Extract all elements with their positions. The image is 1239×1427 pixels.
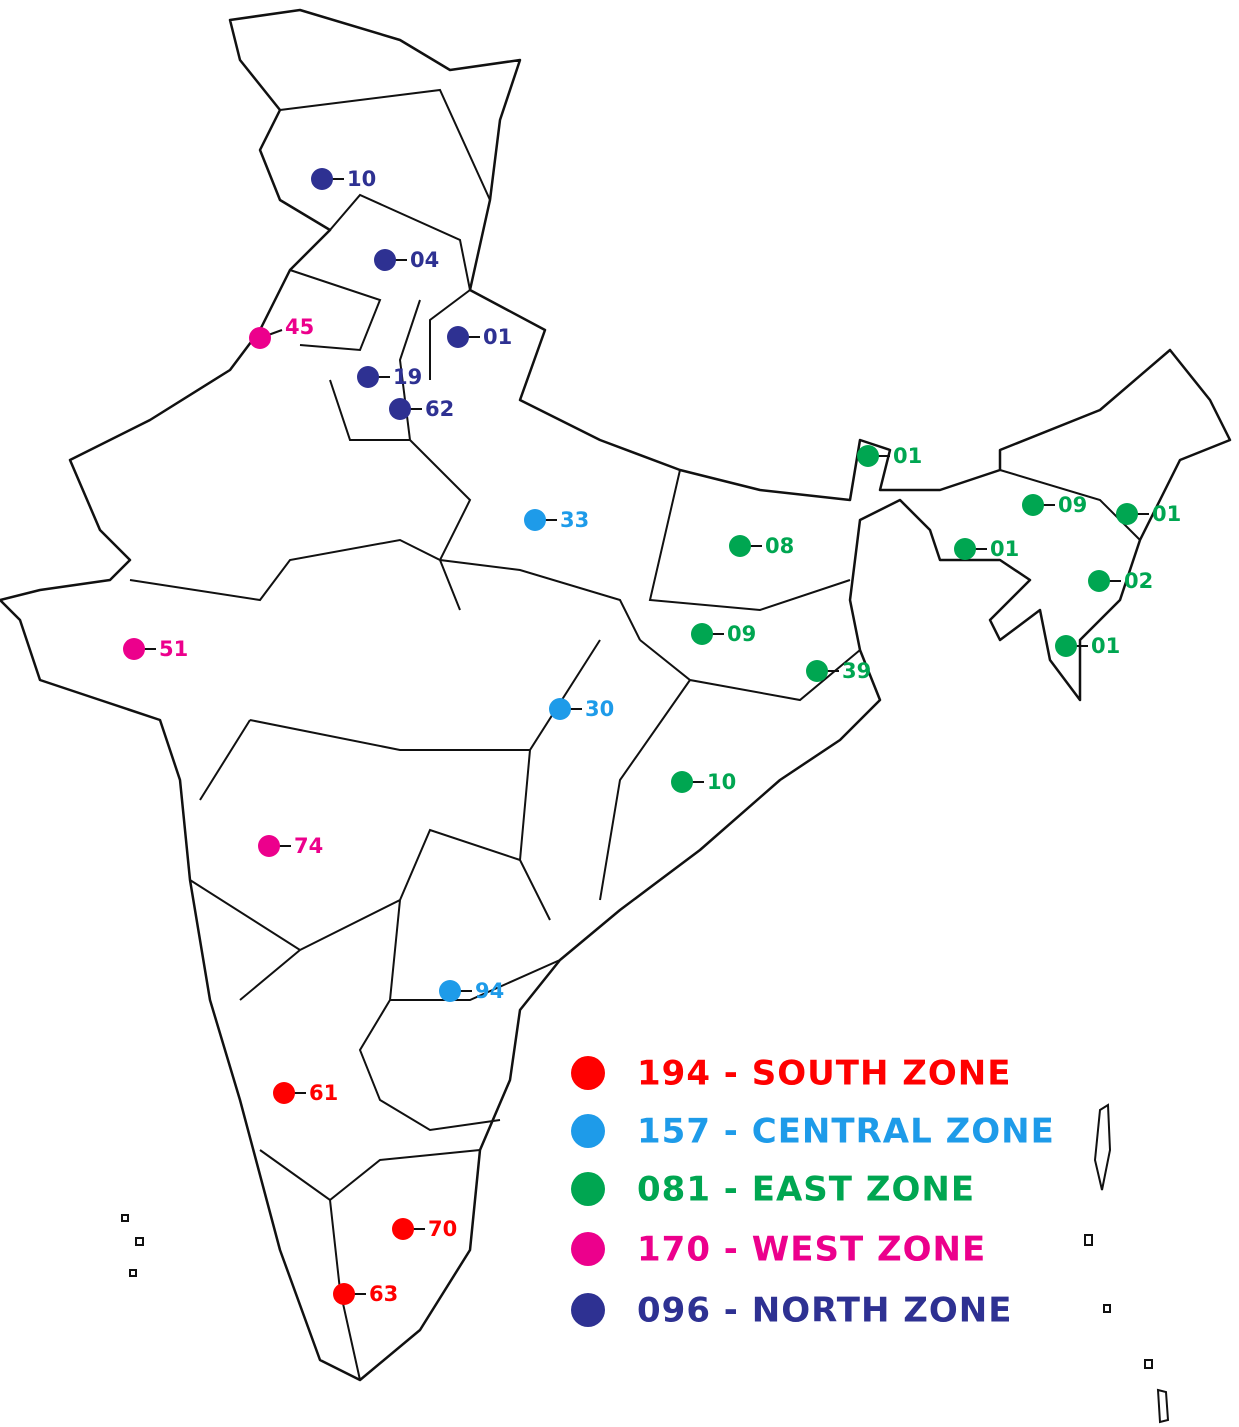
- marker-label: 09: [1058, 493, 1087, 517]
- marker-label: 01: [893, 444, 922, 468]
- marker-dot: [954, 538, 976, 560]
- state-borders: [129, 88, 1141, 1381]
- marker-label: 51: [159, 637, 188, 661]
- legend-dot: [571, 1172, 605, 1206]
- marker-dot: [374, 249, 396, 271]
- marker-label: 08: [765, 534, 794, 558]
- marker-dot: [524, 509, 546, 531]
- marker-label: 39: [842, 659, 871, 683]
- marker-dot: [249, 327, 271, 349]
- marker-label: 63: [369, 1282, 398, 1306]
- marker-label: 33: [560, 508, 589, 532]
- marker-label: 09: [727, 622, 756, 646]
- marker-dot: [447, 326, 469, 348]
- marker-dot: [392, 1218, 414, 1240]
- marker-label: 62: [425, 397, 454, 421]
- legend-label: 081 - EAST ZONE: [637, 1170, 975, 1210]
- marker-dot: [1055, 635, 1077, 657]
- marker-label: 74: [294, 834, 323, 858]
- marker-dot: [389, 398, 411, 420]
- marker-dot: [691, 623, 713, 645]
- marker-label: 94: [475, 979, 504, 1003]
- marker-dot: [671, 771, 693, 793]
- marker-label: 70: [428, 1217, 457, 1241]
- marker-dot: [806, 660, 828, 682]
- legend-dot: [571, 1114, 605, 1148]
- legend-label: 096 - NORTH ZONE: [637, 1291, 1013, 1331]
- marker-dot: [1116, 503, 1138, 525]
- marker-label: 01: [990, 537, 1019, 561]
- marker-dot: [333, 1283, 355, 1305]
- marker-label: 10: [707, 770, 736, 794]
- legend-dot: [571, 1232, 605, 1266]
- marker-label: 01: [1152, 502, 1181, 526]
- marker-dot: [549, 698, 571, 720]
- marker-dot: [357, 366, 379, 388]
- country-outline: [0, 8, 1232, 1382]
- legend-label: 157 - CENTRAL ZONE: [637, 1112, 1055, 1152]
- legend-dot: [571, 1056, 605, 1090]
- marker-label: 61: [309, 1081, 338, 1105]
- legend-dot: [571, 1293, 605, 1327]
- marker-dot: [311, 168, 333, 190]
- marker-dot: [1088, 570, 1110, 592]
- legend-label: 170 - WEST ZONE: [637, 1230, 986, 1270]
- marker-label: 30: [585, 697, 614, 721]
- marker-dot: [273, 1082, 295, 1104]
- marker-dot: [123, 638, 145, 660]
- marker-label: 19: [393, 365, 422, 389]
- marker-label: 01: [483, 325, 512, 349]
- marker-label: 04: [410, 248, 439, 272]
- islands: [121, 1103, 1170, 1424]
- marker-label: 45: [285, 315, 314, 339]
- marker-dot: [729, 535, 751, 557]
- legend-label: 194 - SOUTH ZONE: [637, 1054, 1011, 1094]
- marker-dot: [258, 835, 280, 857]
- marker-label: 10: [347, 167, 376, 191]
- marker-dot: [857, 445, 879, 467]
- marker-dot: [439, 980, 461, 1002]
- marker-dot: [1022, 494, 1044, 516]
- marker-label: 01: [1091, 634, 1120, 658]
- marker-label: 02: [1124, 569, 1153, 593]
